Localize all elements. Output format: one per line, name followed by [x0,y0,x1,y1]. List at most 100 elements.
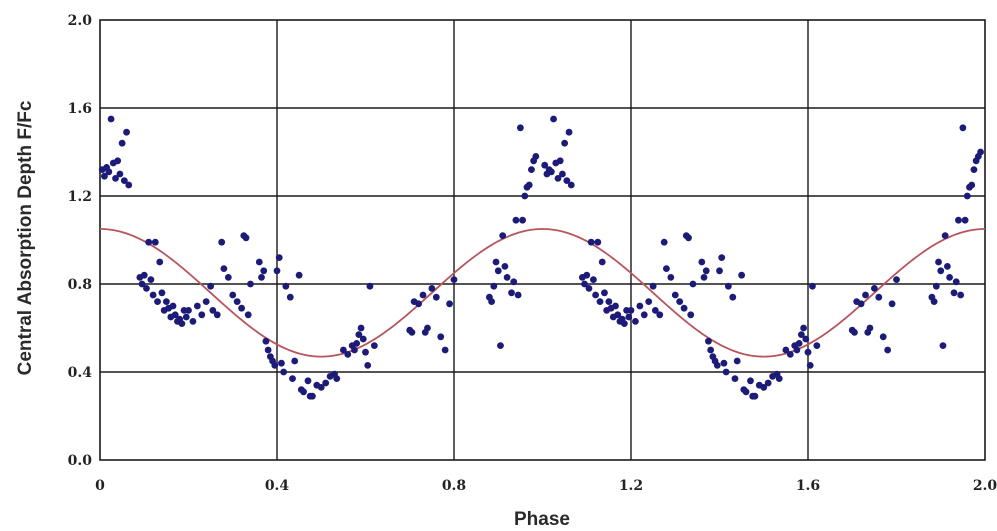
data-point [238,304,246,312]
data-point [202,298,210,305]
data-point [950,289,958,297]
data-point [182,313,190,321]
data-point [528,166,535,174]
data-point [875,293,883,301]
data-point [589,276,597,283]
data-point [355,331,363,338]
data-point [636,302,644,310]
data-point [782,346,790,354]
data-point [525,181,533,189]
data-point [280,368,288,376]
data-point [344,351,352,358]
data-point [419,291,427,299]
data-point [713,362,721,369]
data-point [247,280,254,288]
data-point [224,274,232,281]
data-point [731,375,739,382]
data-point [193,302,201,310]
data-point [793,346,801,354]
data-points [98,115,984,400]
data-point [125,181,133,189]
data-point [722,368,730,376]
data-point [733,357,741,365]
data-point [364,362,372,369]
data-point [963,192,971,200]
x-tick-label: 1.2 [619,478,643,494]
y-tick-labels: 0.0 0.4 0.8 1.2 1.6 2.0 [68,13,93,469]
x-tick-labels: 0 0.4 0.8 1.2 1.6 2.0 [95,478,997,494]
data-point [450,276,458,283]
x-axis-title: Phase [514,509,570,530]
plot-area [99,19,986,461]
data-point [620,320,628,327]
data-point [968,181,976,189]
data-point [278,359,285,367]
data-point [687,311,695,319]
data-point [366,282,374,290]
data-point [614,311,622,319]
data-point [862,291,869,299]
data-point [592,291,599,299]
data-point [625,313,633,321]
data-point [503,274,511,281]
data-point [955,216,962,224]
data-point [255,258,263,266]
data-point [959,124,967,132]
data-point [747,377,754,385]
data-point [490,282,498,290]
data-point [514,291,522,299]
data-point [806,362,814,369]
data-point [556,157,564,165]
data-point [775,375,783,382]
x-tick-label: 1.6 [796,478,820,494]
data-point [101,172,108,180]
data-point [939,342,947,349]
data-point [218,238,226,246]
data-point [587,238,595,246]
data-point [271,362,279,369]
data-point [952,278,960,286]
data-point [309,392,316,400]
data-point [700,274,708,281]
data-point [244,311,252,319]
data-point [685,234,692,242]
data-point [729,293,737,301]
data-point [289,375,296,382]
data-point [742,388,750,396]
data-point [494,267,502,275]
data-point [295,271,303,279]
data-point [541,161,549,169]
data-point [145,238,153,246]
data-point [492,258,500,266]
data-point [359,335,367,343]
data-point [797,331,805,338]
data-point [107,115,115,123]
data-point [282,282,290,290]
data-point [317,384,325,391]
data-point [563,177,571,185]
data-point [428,285,436,292]
data-point [333,375,341,382]
data-point [935,258,942,266]
data-point [809,282,816,290]
data-point [680,304,688,312]
data-point [169,302,177,310]
data-point [640,311,648,319]
data-point [112,175,119,182]
fit-curve-group [99,228,986,358]
data-point [260,267,268,275]
data-point [585,285,593,292]
data-point [143,285,150,292]
data-point [667,274,675,281]
plot-frame [99,19,986,461]
data-point [105,168,113,176]
data-point [930,298,938,305]
data-point [888,300,896,308]
data-point [676,298,684,305]
data-point [357,324,365,332]
y-tick-label: 1.6 [68,101,92,117]
y-tick-label: 1.2 [68,189,92,205]
y-tick-label: 0.8 [68,277,92,293]
data-point [893,276,900,283]
data-point [802,335,810,343]
